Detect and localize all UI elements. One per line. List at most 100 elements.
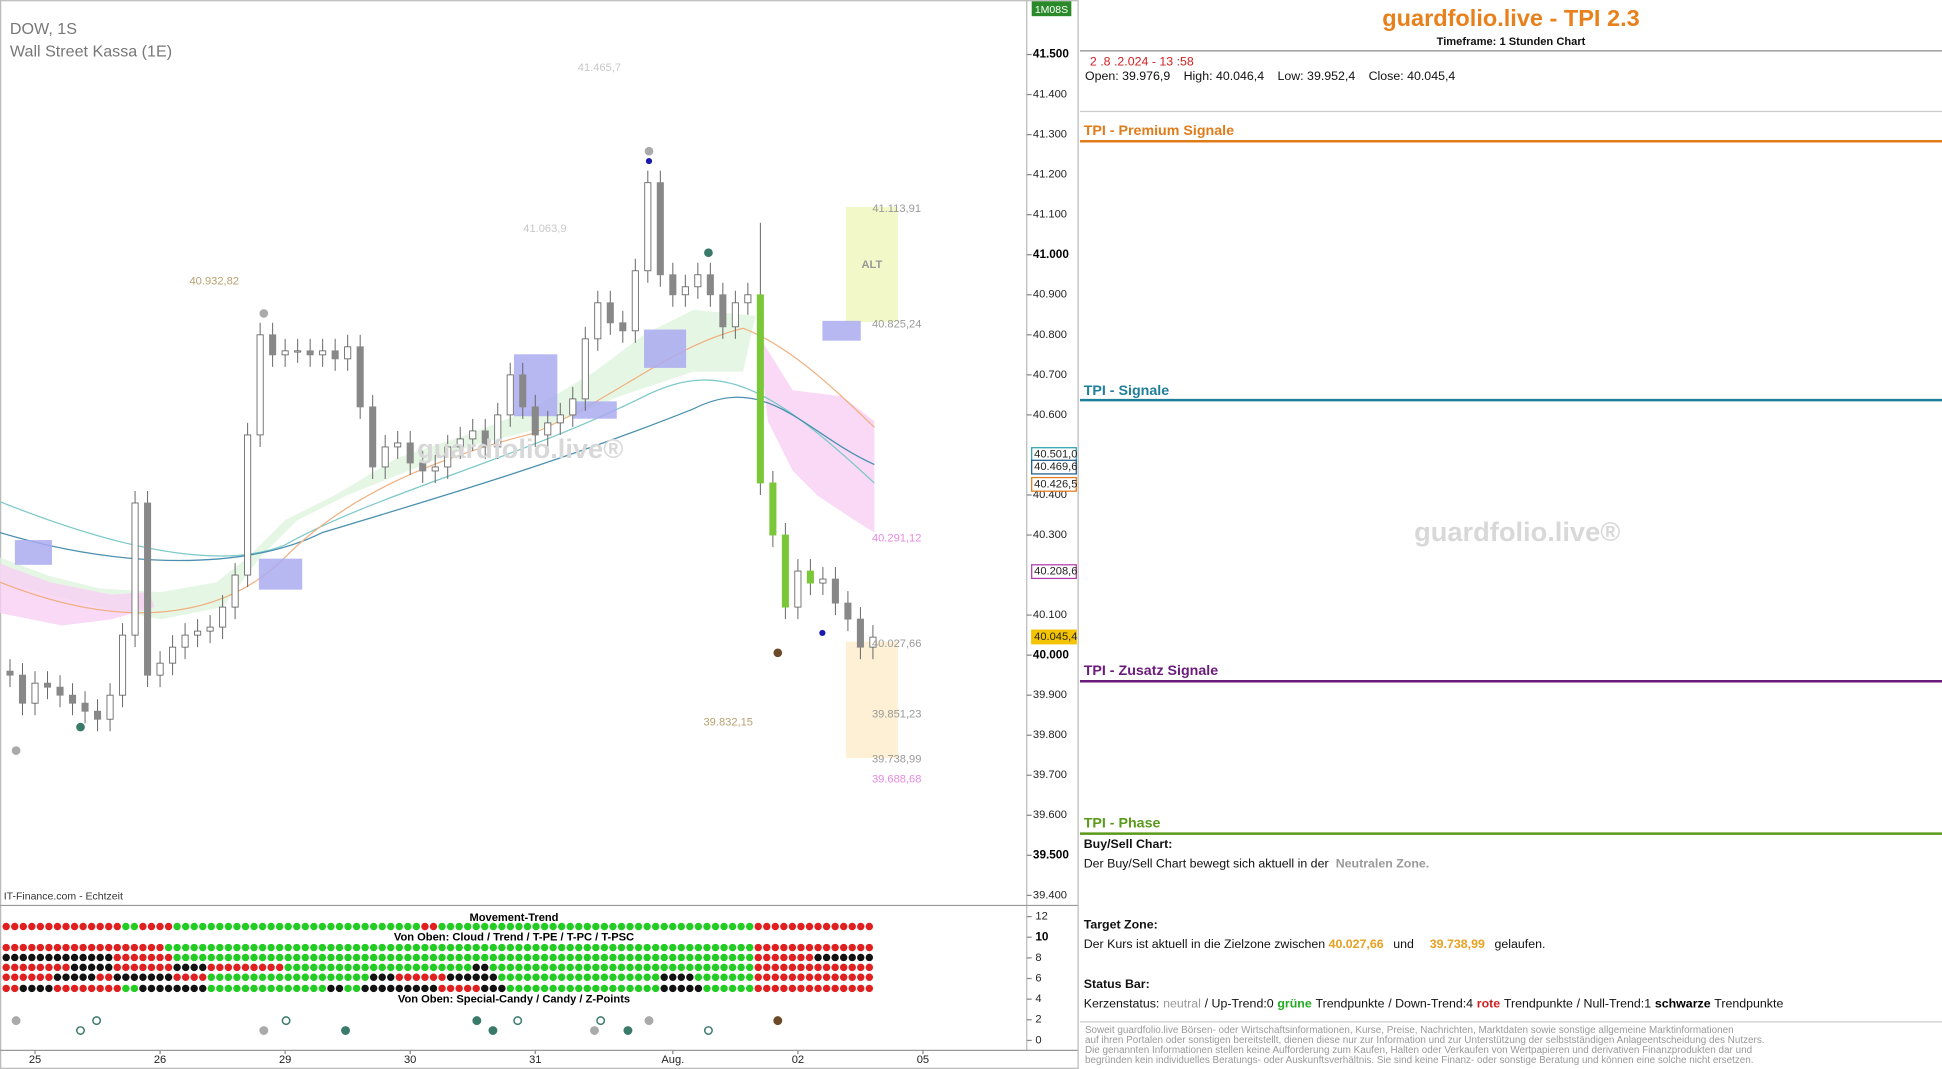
trend-dot [113,943,122,952]
trend-dot [523,984,532,993]
trend-dot [549,963,557,972]
trend-dot [617,973,626,981]
disclaimer-line: Soweit guardfolio.live Börsen- oder Wirt… [1085,1025,1734,1036]
trend-dot [498,922,506,931]
y-tick-label: 40.400 [1033,489,1067,501]
trend-dot [284,984,292,993]
chart-frame [0,0,1079,1069]
trend-dot [275,963,284,972]
signal-dot [819,629,826,637]
trend-dot [28,953,36,962]
trend-dot [489,973,498,981]
trend-dot [53,984,62,993]
trend-dot [301,963,310,972]
price-label: 39.738,99 [872,754,922,766]
trend-dot [805,973,814,981]
ohlc-close: Close: 40.045,4 [1369,69,1456,83]
trend-dot [566,973,574,981]
trend-dot [181,963,190,972]
trend-dot [53,963,62,972]
trend-dot [45,973,53,981]
candle-body [406,442,414,464]
trend-dot [557,922,566,931]
trend-dot [857,963,865,972]
trend-dot [532,973,540,981]
trend-dot [199,973,207,981]
trend-dot [745,953,754,962]
x-tick-label: 02 [792,1054,804,1066]
trend-dot [686,943,694,952]
status-part: / Down-Trend:4 [1388,997,1473,1011]
watermark: guardfolio.live® [417,433,623,464]
trend-dot [113,953,122,962]
z-point [259,1026,269,1035]
price-label: 41.113,91 [872,203,921,215]
trend-dot [780,953,788,962]
trend-dot [463,984,472,993]
price-marker-box [1031,476,1077,492]
signal-dot [644,146,654,156]
trend-dot [36,943,45,952]
trend-dot [669,973,677,981]
candle-body [544,422,552,436]
candle-body [769,482,777,536]
candle-body [781,534,789,608]
z-point [76,1026,85,1035]
trend-dot [677,922,686,931]
trend-dot [421,963,429,972]
trend-dot [352,922,361,931]
candle-body [69,694,77,704]
trend-dot [11,953,19,962]
trend-dot [643,953,651,962]
trend-dot [310,922,318,931]
trend-dot [275,973,284,981]
target-to: 39.738,99 [1430,937,1485,951]
trend-dot [711,943,720,952]
trend-dot [139,922,147,931]
section-title: TPI - Zusatz Signale [1084,663,1219,679]
trend-dot [583,963,592,972]
trend-dot [241,953,250,962]
trend-dot [549,953,557,962]
panel-title: guardfolio.live - TPI 2.3 [1382,5,1639,31]
candle-body [744,294,752,304]
trend-dot [429,973,438,981]
trend-dot [361,973,369,981]
x-tick-label: 31 [529,1054,541,1066]
trend-dot [361,922,369,931]
section-title: TPI - Phase [1084,815,1161,831]
trend-dot [352,984,361,993]
trend-dot [634,984,643,993]
trend-dot [19,984,27,993]
price-label: 41.063,9 [523,223,566,235]
trend-dot [79,953,87,962]
trend-dot [498,953,506,962]
trend-dot [498,984,506,993]
trend-dot [105,963,113,972]
trend-dot [122,922,130,931]
trend-dot [62,922,70,931]
trend-dot [617,943,626,952]
trend-dot [634,943,643,952]
trend-dot [156,963,164,972]
trend-dot [839,984,848,993]
trend-dot [780,973,788,981]
trend-dot [865,943,874,952]
trend-dot [805,963,814,972]
trend-dot [575,943,583,952]
trend-dot [455,943,463,952]
trend-dot [190,922,198,931]
candle-body [444,446,452,468]
y-tick-label: 12 [1035,911,1047,923]
trend-dot [609,963,617,972]
trend-dot [643,984,651,993]
trend-dot [848,984,856,993]
trend-dot [327,943,335,952]
trend-dot [122,953,130,962]
candle-body [119,634,127,696]
y-tick-label: 41.200 [1033,169,1067,181]
trend-dot [250,973,258,981]
trend-dot [822,984,831,993]
trend-dot [831,922,839,931]
